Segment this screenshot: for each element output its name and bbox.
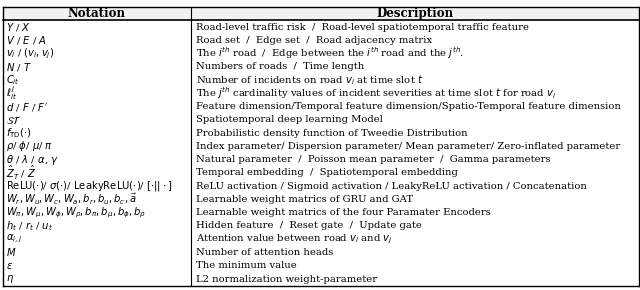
Text: $\ell^j_{it}$: $\ell^j_{it}$ <box>6 84 18 102</box>
Text: $\eta$: $\eta$ <box>6 273 15 285</box>
Text: L2 normalization weight-parameter: L2 normalization weight-parameter <box>196 275 377 284</box>
Text: $\theta$ / $\lambda$ / $\alpha$, $\gamma$: $\theta$ / $\lambda$ / $\alpha$, $\gamma… <box>6 153 59 167</box>
Text: The $i^{th}$ road  /  Edge between the $i^{th}$ road and the $j^{th}$.: The $i^{th}$ road / Edge between the $i^… <box>196 46 464 61</box>
Text: Notation: Notation <box>68 7 126 20</box>
Text: $\hat{Z}_T$ / $\hat{Z}$: $\hat{Z}_T$ / $\hat{Z}$ <box>6 164 37 182</box>
Text: Learnable weight matrics of GRU and GAT: Learnable weight matrics of GRU and GAT <box>196 195 413 204</box>
Text: $N$ / $T$: $N$ / $T$ <box>6 61 33 73</box>
Text: Hidden feature  /  Reset gate  /  Update gate: Hidden feature / Reset gate / Update gat… <box>196 222 422 231</box>
Text: Number of attention heads: Number of attention heads <box>196 248 333 257</box>
Text: Description: Description <box>376 7 453 20</box>
Text: $W_\pi, W_\mu, W_\phi, W_\rho, b_\pi, b_\mu, b_\phi, b_\rho$: $W_\pi, W_\mu, W_\phi, W_\rho, b_\pi, b_… <box>6 206 147 220</box>
Text: Probabilistic density function of Tweedie Distribution: Probabilistic density function of Tweedi… <box>196 129 467 138</box>
Text: $f_{\mathrm{TD}}(\cdot)$: $f_{\mathrm{TD}}(\cdot)$ <box>6 126 32 140</box>
Text: Learnable weight matrics of the four Paramater Encoders: Learnable weight matrics of the four Par… <box>196 208 490 217</box>
Text: Temporal embedding  /  Spatiotemporal embedding: Temporal embedding / Spatiotemporal embe… <box>196 168 458 177</box>
Text: Spatiotemporal deep learning Model: Spatiotemporal deep learning Model <box>196 115 383 124</box>
Text: Road set  /  Edge set  /  Road adjacency matrix: Road set / Edge set / Road adjacency mat… <box>196 36 432 45</box>
Text: The $j^{th}$ cardinality values of incident severities at time slot $t$ for road: The $j^{th}$ cardinality values of incid… <box>196 86 556 101</box>
Text: Index parameter/ Dispersion parameter/ Mean parameter/ Zero-inflated parameter: Index parameter/ Dispersion parameter/ M… <box>196 142 620 151</box>
Text: Feature dimension/Temporal feature dimension/Spatio-Temporal feature dimension: Feature dimension/Temporal feature dimen… <box>196 102 621 111</box>
Text: $V$ / $E$ / $A$: $V$ / $E$ / $A$ <box>6 34 47 46</box>
Text: Number of incidents on road $v_i$ at time slot $t$: Number of incidents on road $v_i$ at tim… <box>196 73 423 87</box>
Text: $\mathrm{ReLU}(\cdot)$/ $\sigma(\cdot)$/ $\mathrm{LeakyReLU}(\cdot)$/ $[\cdot||\: $\mathrm{ReLU}(\cdot)$/ $\sigma(\cdot)$/… <box>6 179 173 193</box>
Text: $\alpha_{i,j}$: $\alpha_{i,j}$ <box>6 233 22 245</box>
Text: $h_t$ / $r_t$ / $u_t$: $h_t$ / $r_t$ / $u_t$ <box>6 219 54 233</box>
Text: $\mathcal{ST}$: $\mathcal{ST}$ <box>6 114 22 126</box>
Text: $\epsilon$: $\epsilon$ <box>6 261 13 271</box>
Text: $v_i$ / $(v_i, v_j)$: $v_i$ / $(v_i, v_j)$ <box>6 46 55 61</box>
Text: Numbers of roads  /  Time length: Numbers of roads / Time length <box>196 62 364 71</box>
Text: $C_{it}$: $C_{it}$ <box>6 73 20 87</box>
FancyBboxPatch shape <box>3 7 639 20</box>
Text: $d$ / $F$ / $F'$: $d$ / $F$ / $F'$ <box>6 101 48 113</box>
Text: Attention value between road $v_i$ and $v_j$: Attention value between road $v_i$ and $… <box>196 233 392 246</box>
Text: ReLU activation / Sigmoid activation / LeakyReLU activation / Concatenation: ReLU activation / Sigmoid activation / L… <box>196 182 587 191</box>
Text: $M$: $M$ <box>6 246 17 258</box>
Text: $\rho$/ $\phi$/ $\mu$/ $\pi$: $\rho$/ $\phi$/ $\mu$/ $\pi$ <box>6 139 54 153</box>
Text: Natural parameter  /  Poisson mean parameter  /  Gamma parameters: Natural parameter / Poisson mean paramet… <box>196 155 550 164</box>
Text: $Y$ / $X$: $Y$ / $X$ <box>6 21 31 33</box>
Text: The minimum value: The minimum value <box>196 261 296 270</box>
Text: Road-level traffic risk  /  Road-level spatiotemporal traffic feature: Road-level traffic risk / Road-level spa… <box>196 23 529 32</box>
Text: $W_r, W_u, W_c, W_a, b_r, b_u, b_c, \vec{a}$: $W_r, W_u, W_c, W_a, b_r, b_u, b_c, \vec… <box>6 192 138 207</box>
